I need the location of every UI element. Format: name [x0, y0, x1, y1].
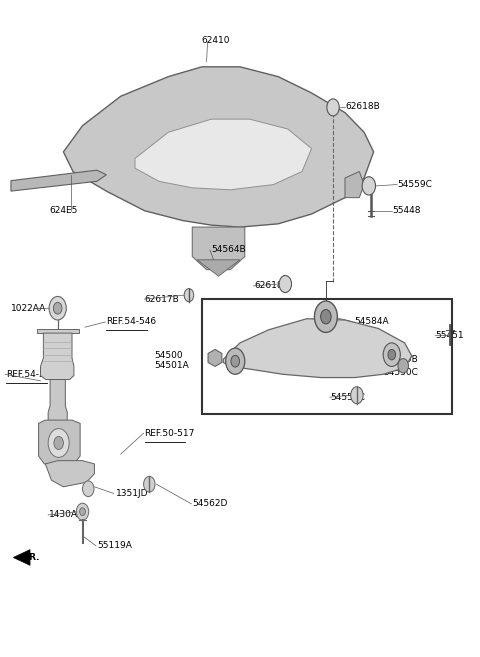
- Text: 1430AK: 1430AK: [49, 510, 84, 520]
- Text: 54501A: 54501A: [154, 361, 189, 371]
- Circle shape: [351, 387, 363, 404]
- Text: 55451: 55451: [436, 330, 464, 340]
- Text: 624E5: 624E5: [49, 206, 77, 215]
- Text: 62618B: 62618B: [254, 281, 289, 290]
- Circle shape: [83, 481, 94, 497]
- Circle shape: [231, 355, 240, 367]
- Text: 54562D: 54562D: [192, 499, 228, 509]
- Text: 62618B: 62618B: [345, 102, 380, 110]
- Circle shape: [48, 428, 69, 457]
- Polygon shape: [11, 170, 107, 191]
- Circle shape: [398, 359, 408, 373]
- Circle shape: [321, 309, 331, 324]
- Circle shape: [279, 275, 291, 292]
- Text: FR.: FR.: [23, 553, 39, 562]
- Circle shape: [54, 436, 63, 449]
- Polygon shape: [45, 461, 95, 487]
- Polygon shape: [40, 333, 74, 380]
- Polygon shape: [135, 119, 312, 190]
- Text: 55119A: 55119A: [97, 541, 132, 550]
- Circle shape: [80, 508, 85, 516]
- Circle shape: [226, 348, 245, 374]
- Text: 55448: 55448: [393, 206, 421, 215]
- Polygon shape: [223, 319, 412, 378]
- Text: 54564B: 54564B: [211, 246, 246, 254]
- Text: 54559C: 54559C: [331, 393, 366, 401]
- Text: 54530C: 54530C: [383, 369, 418, 378]
- Text: REF.54-546: REF.54-546: [6, 370, 56, 379]
- Polygon shape: [13, 550, 30, 565]
- Circle shape: [383, 343, 400, 367]
- Text: 62617B: 62617B: [144, 294, 180, 304]
- Text: REF.54-546: REF.54-546: [107, 317, 156, 327]
- Text: REF.50-517: REF.50-517: [144, 428, 195, 438]
- Text: 1351JD: 1351JD: [116, 489, 148, 498]
- Text: 1022AA: 1022AA: [11, 304, 46, 313]
- Circle shape: [76, 503, 89, 520]
- Circle shape: [314, 301, 337, 332]
- Text: 54500: 54500: [154, 351, 183, 361]
- Circle shape: [49, 296, 66, 320]
- Bar: [202, 299, 452, 413]
- Polygon shape: [208, 350, 222, 367]
- Circle shape: [327, 99, 339, 116]
- Text: 54551D: 54551D: [240, 349, 276, 358]
- Circle shape: [388, 350, 396, 360]
- Polygon shape: [38, 420, 80, 464]
- Polygon shape: [37, 328, 79, 333]
- Text: 54584A: 54584A: [355, 317, 389, 327]
- Circle shape: [184, 288, 194, 302]
- Polygon shape: [48, 380, 67, 423]
- Circle shape: [53, 302, 62, 314]
- Text: 62410: 62410: [202, 36, 230, 45]
- Polygon shape: [197, 260, 240, 276]
- Text: 54559C: 54559C: [397, 180, 432, 189]
- Polygon shape: [345, 171, 364, 198]
- Polygon shape: [192, 227, 245, 269]
- Polygon shape: [63, 67, 373, 227]
- Circle shape: [144, 476, 155, 492]
- Circle shape: [362, 177, 375, 195]
- Text: 54519B: 54519B: [383, 355, 418, 365]
